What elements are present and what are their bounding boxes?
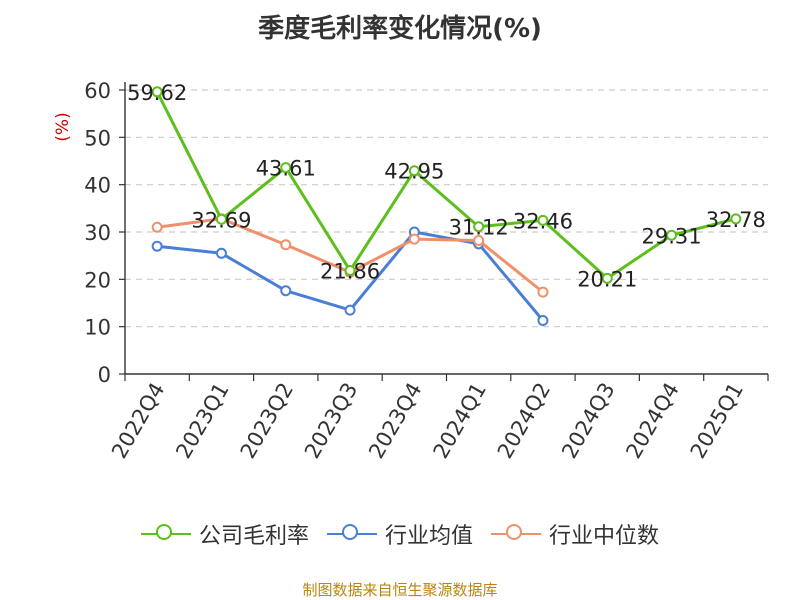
x-tick-label: 2024Q4 [621,379,683,463]
data-point [280,239,292,251]
legend-label: 行业均值 [384,524,473,549]
data-label: 59.62 [127,81,187,105]
x-tick-label: 2024Q2 [493,379,555,463]
data-point [280,162,292,174]
data-label: 43.61 [256,157,316,181]
data-label: 32.69 [191,208,251,232]
data-point [730,213,742,225]
data-label: 21.86 [320,260,380,284]
x-tick-label: 2023Q2 [236,379,298,463]
legend-swatch [491,522,541,546]
data-point [215,247,227,259]
legend-item[interactable]: 行业中位数 [491,518,659,550]
data-point [601,272,613,284]
legend-swatch [140,522,191,546]
x-tick-label: 2024Q1 [429,379,491,463]
y-axis-label: (%) [53,112,73,141]
data-point [215,213,227,225]
data-point [151,221,163,233]
x-tick-label: 2023Q1 [171,379,233,463]
data-point [537,286,549,298]
data-point [408,233,420,245]
x-tick-label: 2022Q4 [107,379,169,463]
data-label: 32.78 [706,208,766,232]
x-tick-label: 2024Q3 [557,379,619,463]
source-footer: 制图数据来自恒生聚源数据库 [302,581,498,599]
legend-item[interactable]: 公司毛利率 [140,518,309,550]
y-tick-label: 40 [84,174,111,198]
data-label: 42.95 [384,160,444,184]
y-tick-label: 10 [84,316,111,340]
y-tick-label: 20 [84,268,111,292]
y-tick-label: 30 [84,221,111,245]
data-label: 29.31 [641,224,701,248]
data-point [151,86,163,98]
y-tick-label: 60 [84,79,111,103]
data-label: 32.46 [513,209,573,233]
y-tick-label: 50 [84,126,111,150]
data-point [537,315,549,327]
legend-swatch [326,522,377,546]
data-label: 20.21 [577,267,637,291]
data-point [280,285,292,297]
y-tick-label: 0 [98,363,111,387]
data-point [344,265,356,277]
data-point [666,229,678,241]
chart-title: 季度毛利率变化情况(%) [258,14,542,44]
series-line-0 [155,91,737,280]
data-point [344,304,356,316]
data-point [473,221,485,233]
legend-item[interactable]: 行业均值 [326,518,473,550]
x-tick-label: 2023Q3 [300,379,362,463]
legend-label: 行业中位数 [549,524,660,549]
data-label: 31.12 [449,216,509,240]
x-tick-label: 2025Q1 [686,379,748,463]
data-point [408,165,420,177]
legend-label: 公司毛利率 [198,524,309,549]
data-point [151,240,163,252]
legend: 公司毛利率 行业均值 行业中位数 [0,518,800,550]
x-tick-label: 2023Q4 [364,379,426,463]
data-point [537,214,549,226]
data-point [473,235,485,247]
